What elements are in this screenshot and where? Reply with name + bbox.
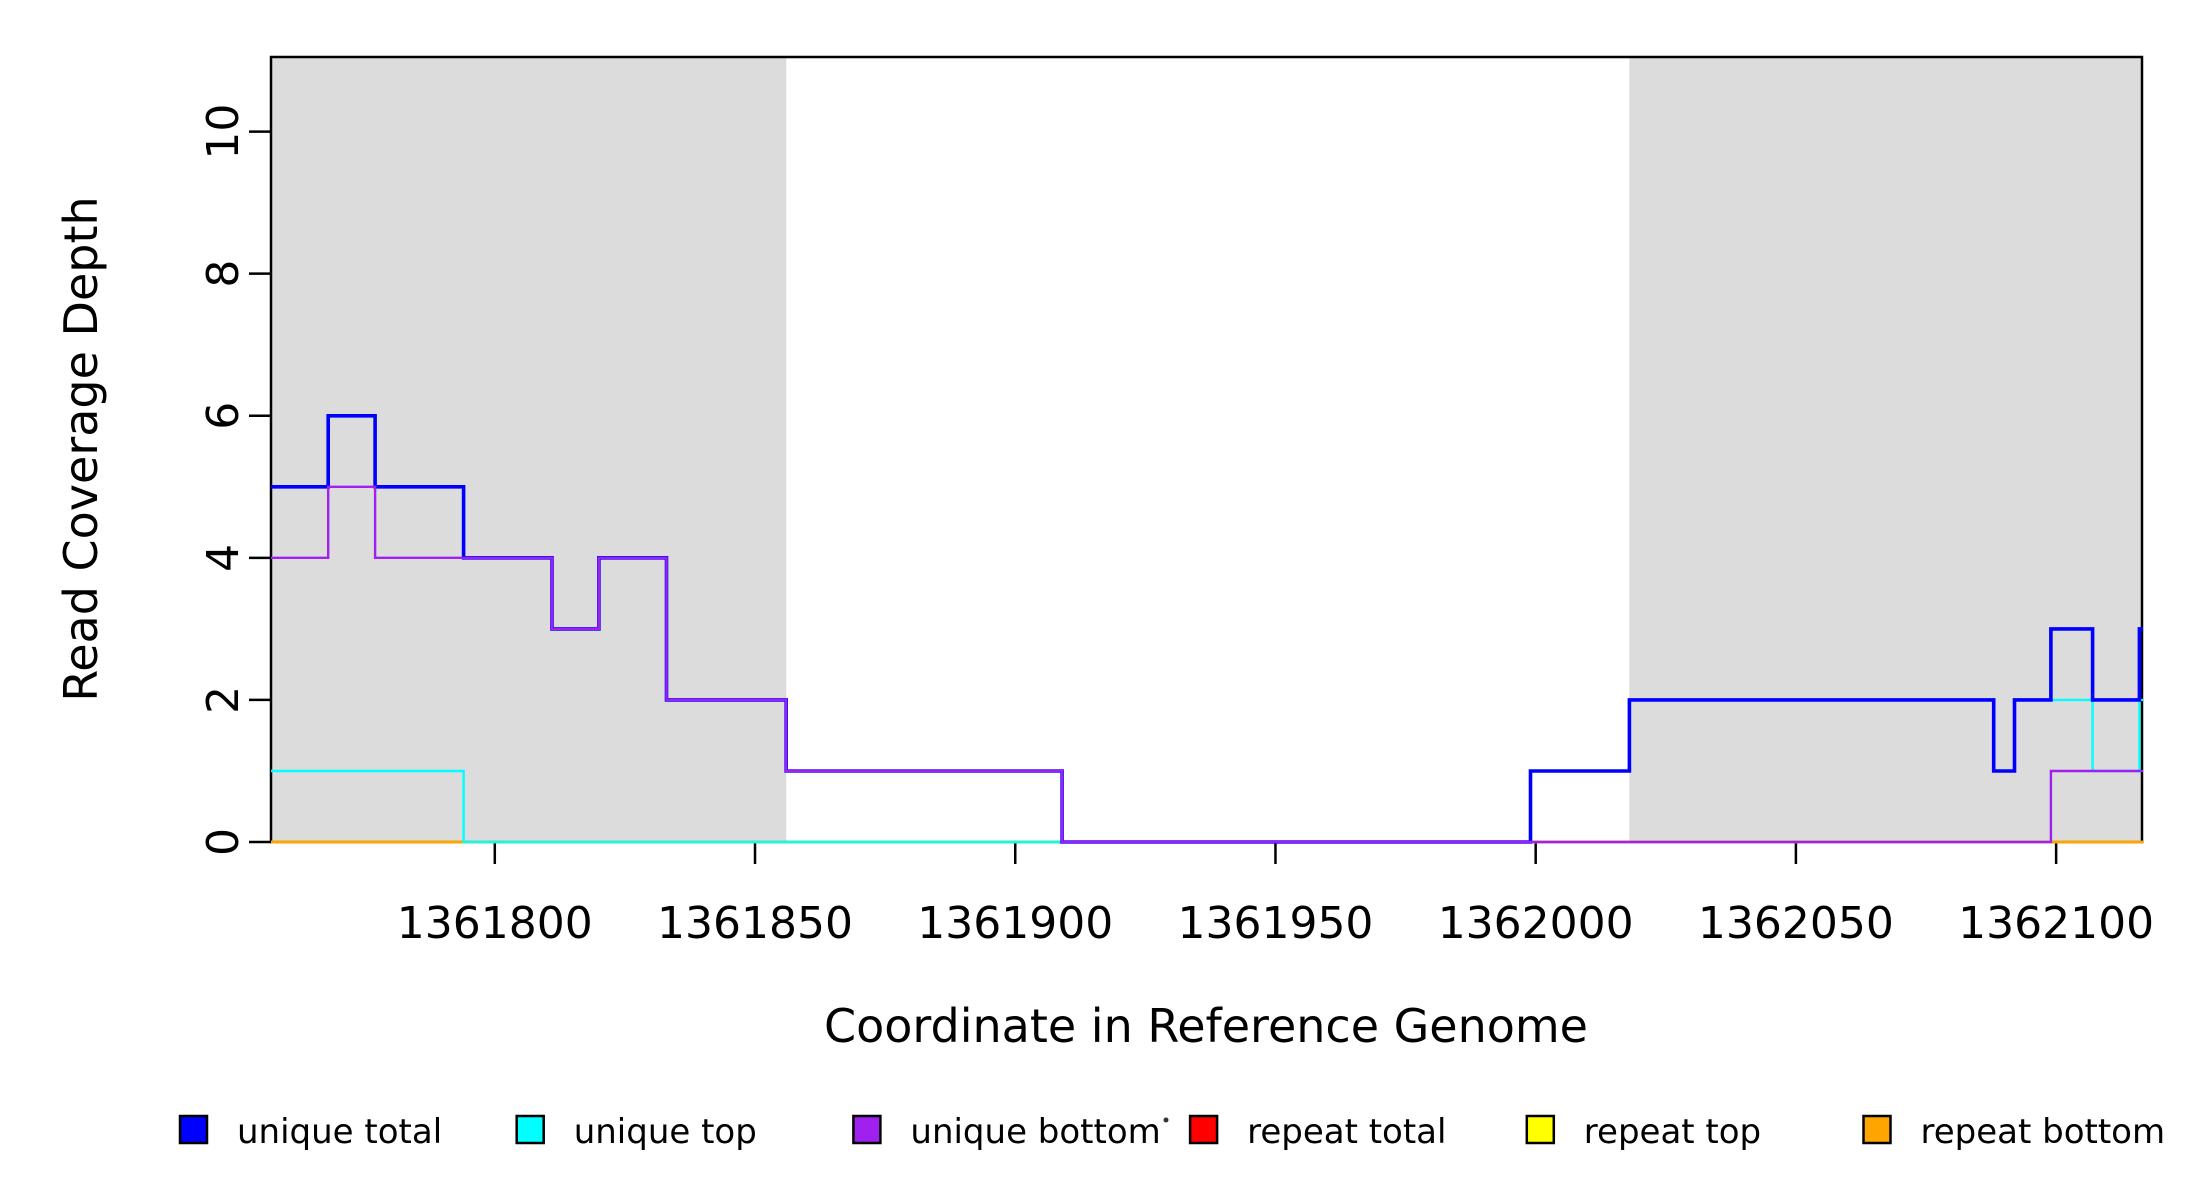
x-axis-tick-label: 1362100	[1958, 898, 2154, 949]
y-axis-tick-label: 4	[198, 544, 249, 572]
legend-label-repeat-bottom: repeat bottom	[1921, 1112, 2166, 1152]
x-axis-tick-label: 1361950	[1177, 898, 1373, 949]
legend-item: repeat bottom	[1862, 1112, 2166, 1152]
y-axis-tick-label: 0	[198, 828, 249, 856]
legend-item: unique top	[515, 1112, 757, 1152]
x-axis-tick-label: 1361850	[657, 898, 853, 949]
y-axis-tick-label: 10	[198, 104, 249, 160]
x-axis-tick-label: 1362050	[1698, 898, 1894, 949]
x-axis-tick-label: 1362000	[1438, 898, 1634, 949]
shaded-region-left	[271, 57, 787, 842]
stray-dot-artifact	[1163, 1117, 1169, 1123]
series-lines-layer	[271, 414, 2143, 844]
legend-swatch-repeat-top	[1525, 1114, 1556, 1145]
legend-swatch-unique-total	[178, 1114, 209, 1145]
x-axis-tick-label: 1361800	[397, 898, 593, 949]
legend-swatch-repeat-bottom	[1862, 1114, 1892, 1145]
legend-swatch-repeat-total	[1188, 1114, 1219, 1145]
legend-item: repeat top	[1525, 1112, 1761, 1152]
legend-swatch-unique-top	[515, 1114, 545, 1145]
legend-item: unique bottom	[852, 1112, 1161, 1152]
legend-label-unique-total: unique total	[237, 1112, 442, 1152]
y-axis-tick-label: 8	[198, 260, 249, 288]
legend-label-repeat-top: repeat top	[1584, 1112, 1761, 1152]
legend-swatch-unique-bottom	[852, 1114, 882, 1145]
shaded-region-right	[1629, 57, 2142, 842]
series-line-unique-bottom	[271, 485, 2143, 844]
legend-label-unique-top: unique top	[574, 1112, 757, 1152]
legend-label-unique-bottom: unique bottom	[910, 1112, 1160, 1152]
y-axis-title: Read Coverage Depth	[54, 196, 108, 701]
y-axis-tick-label: 6	[198, 402, 249, 430]
legend-item: unique total	[178, 1112, 442, 1152]
x-axis-title: Coordinate in Reference Genome	[824, 999, 1588, 1053]
legend: unique total unique top unique bottom repea…	[178, 1112, 2166, 1152]
legend-item: repeat total	[1188, 1112, 1446, 1152]
shaded-regions-layer	[271, 57, 2142, 842]
x-axis-tick-label: 1361900	[917, 898, 1113, 949]
legend-label-repeat-total: repeat total	[1247, 1112, 1446, 1152]
y-axis-tick-label: 2	[198, 686, 249, 714]
axes-frame-layer: 1361800 1361850 1361900 1361950 1362000 13620…	[198, 55, 2154, 949]
